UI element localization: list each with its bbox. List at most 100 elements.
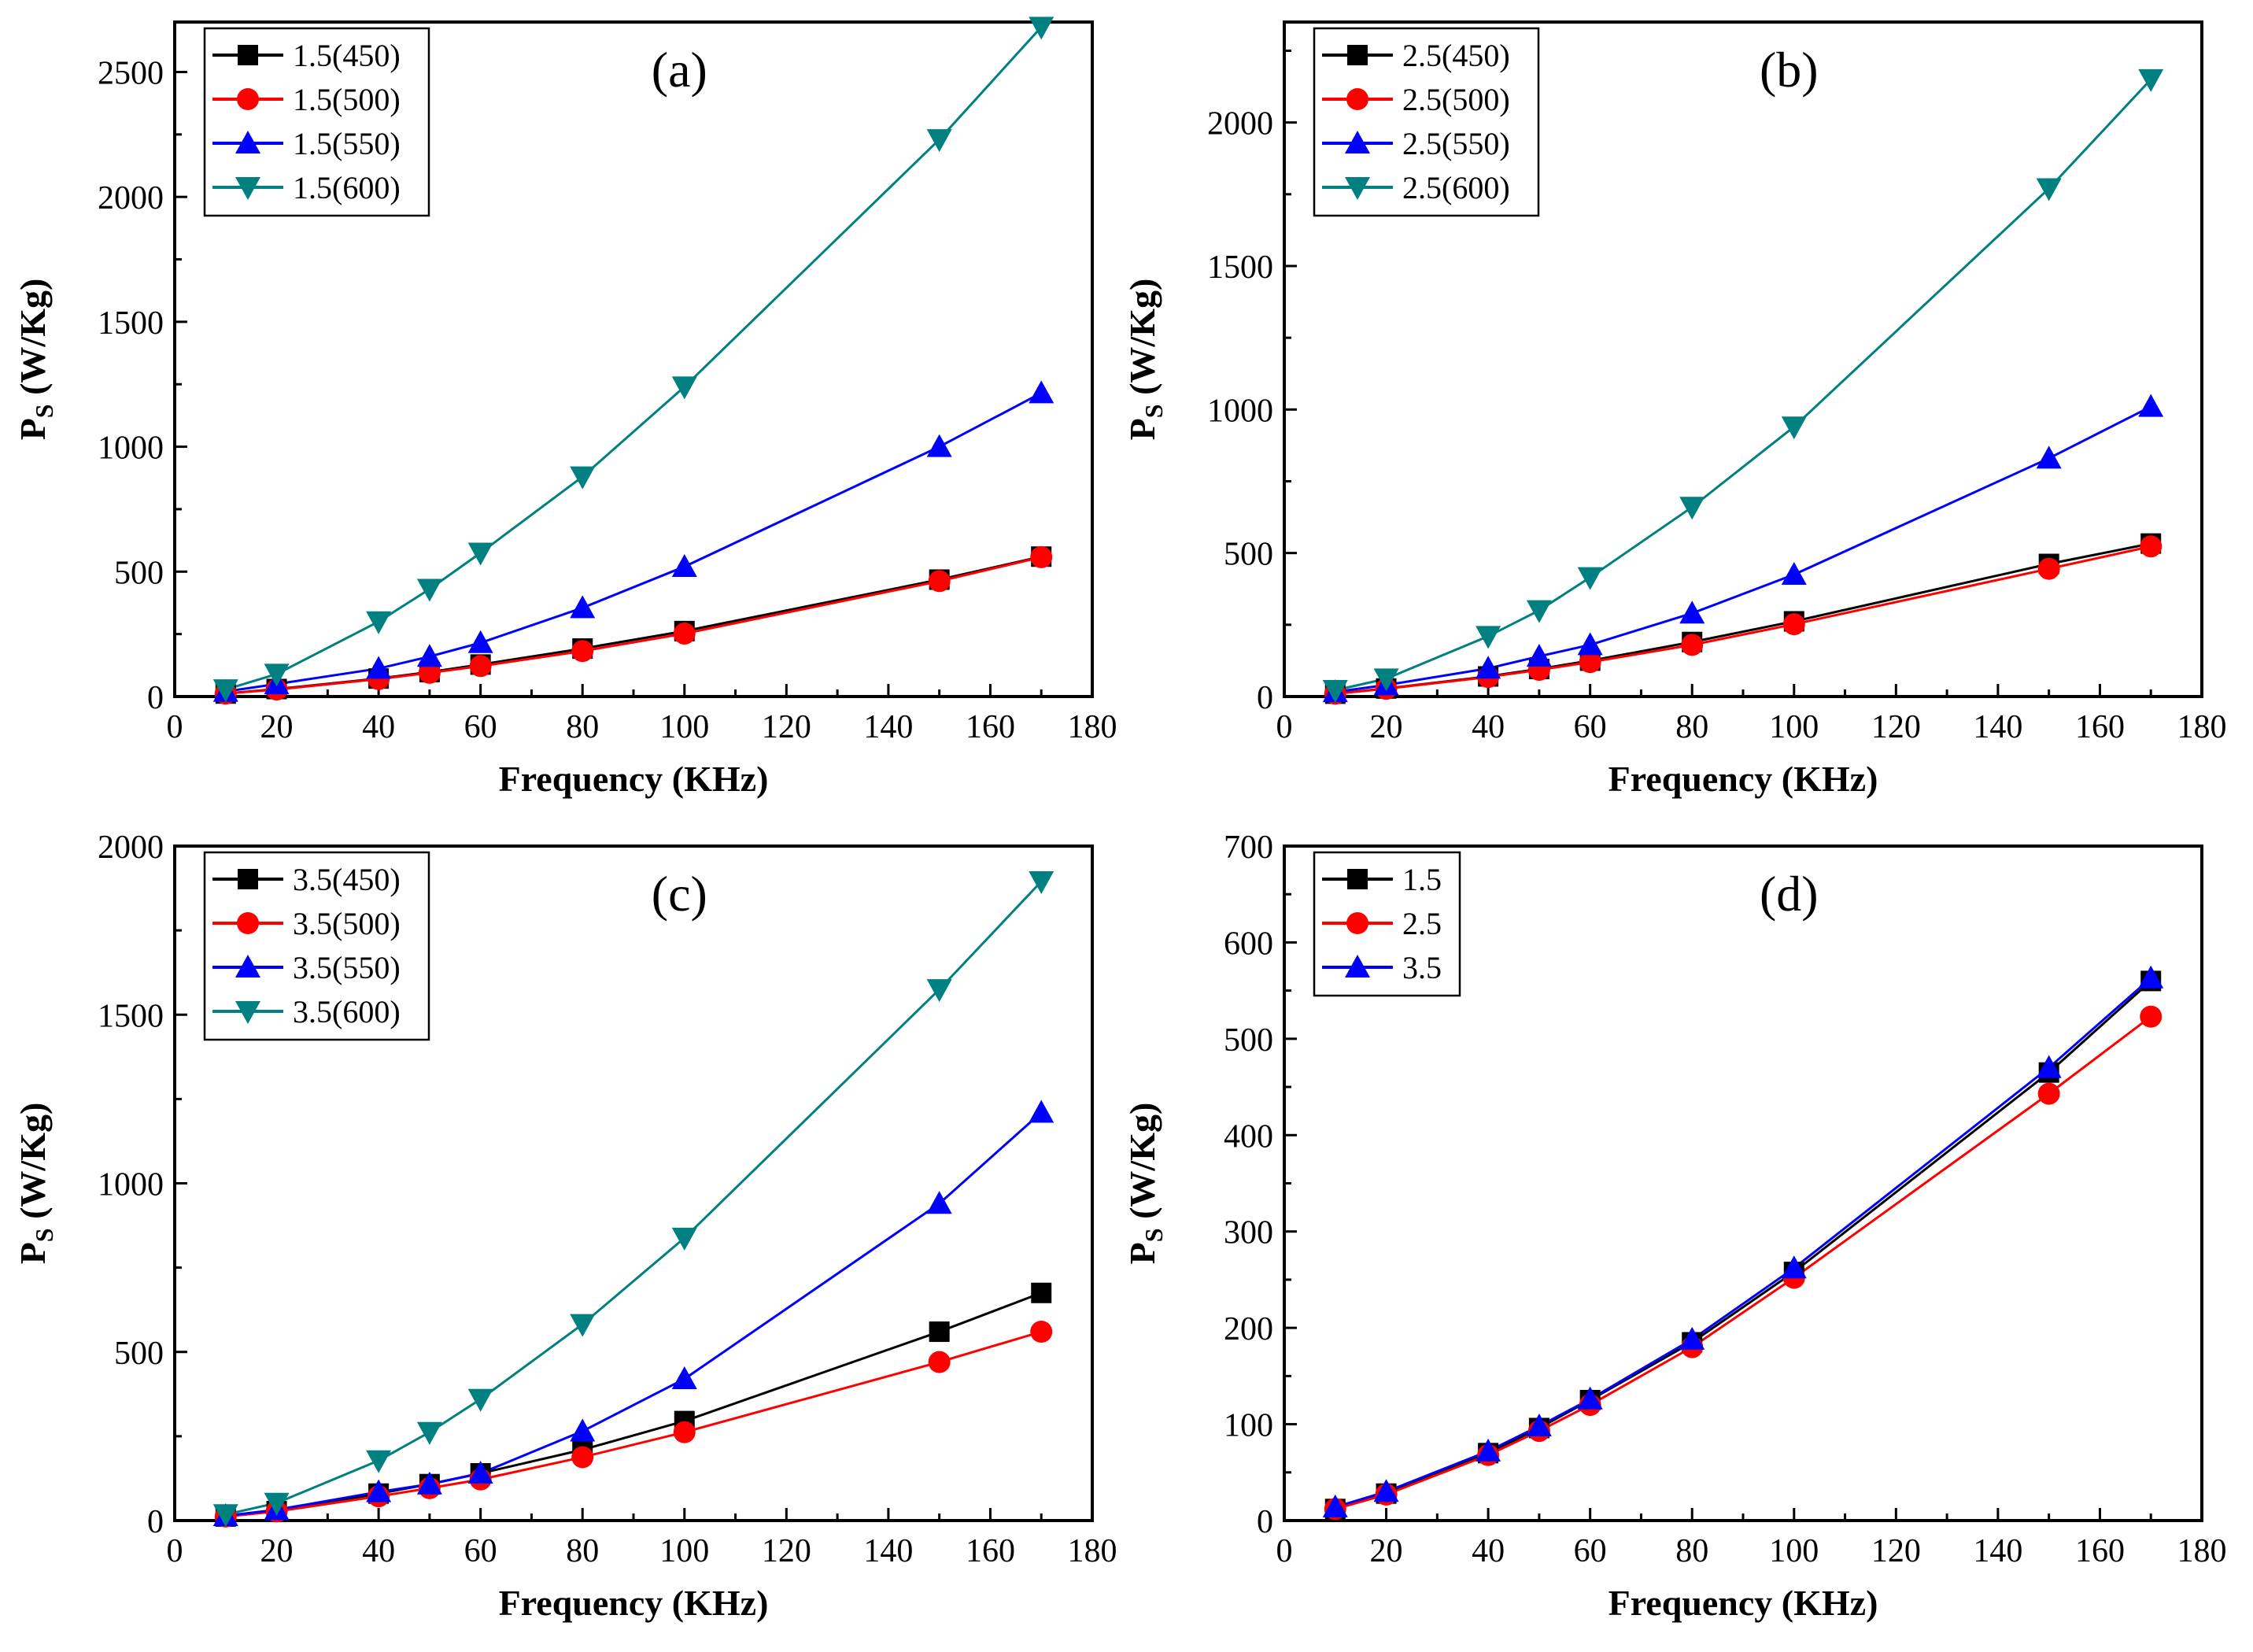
data-point	[926, 434, 952, 457]
y-tick-label: 1500	[98, 305, 164, 342]
x-tick-label: 80	[1675, 709, 1708, 745]
y-tick-label: 700	[1224, 830, 1273, 866]
legend-marker	[237, 88, 259, 110]
data-point	[673, 623, 696, 645]
data-point	[1476, 656, 1501, 679]
series-line	[225, 1330, 1042, 1518]
data-point	[1373, 668, 1399, 692]
x-tick-label: 40	[1472, 1533, 1505, 1569]
data-point	[469, 655, 492, 678]
legend-entry: 3.5(500)	[293, 906, 401, 941]
data-point	[928, 570, 951, 593]
data-point	[2036, 1055, 2062, 1078]
y-tick-label: 2000	[98, 180, 164, 216]
data-point	[366, 611, 392, 634]
x-tick-label: 120	[1871, 709, 1921, 745]
data-point	[1030, 1321, 1053, 1343]
legend-marker	[235, 177, 260, 200]
data-point	[671, 1366, 697, 1390]
x-tick-label: 140	[863, 1533, 913, 1569]
x-tick-label: 120	[1871, 1533, 1921, 1569]
legend-entry: 2.5(600)	[1402, 170, 1510, 205]
legend-entry: 1.5	[1402, 862, 1442, 897]
x-tick-label: 60	[464, 1533, 497, 1569]
data-point	[2138, 394, 2164, 417]
legend-entry: 2.5(550)	[1402, 126, 1510, 161]
x-axis-label: Frequency (KHz)	[499, 1583, 769, 1623]
x-axis-label: Frequency (KHz)	[499, 759, 769, 799]
y-tick-label: 300	[1224, 1215, 1273, 1251]
x-tick-label: 160	[2075, 709, 2125, 745]
legend-entry: 3.5	[1402, 950, 1442, 985]
x-tick-label: 40	[1472, 709, 1505, 745]
data-point	[2036, 178, 2062, 201]
x-tick-label: 160	[966, 709, 1015, 745]
x-tick-label: 0	[1276, 709, 1293, 745]
legend-marker	[1346, 88, 1368, 110]
y-tick-label: 200	[1224, 1311, 1273, 1347]
y-tick-label: 500	[114, 555, 164, 591]
legend-marker	[1347, 869, 1368, 889]
y-tick-label: 100	[1224, 1408, 1273, 1444]
data-point	[1031, 1282, 1052, 1303]
data-point	[926, 979, 952, 1003]
legend-marker	[1346, 912, 1368, 934]
y-axis-label: PS (W/Kg)	[1122, 279, 1168, 441]
data-point	[1781, 416, 1807, 440]
y-tick-label: 0	[1257, 680, 1273, 716]
data-point	[1781, 562, 1807, 586]
x-tick-label: 160	[2075, 1533, 2125, 1569]
legend-entry: 1.5(550)	[293, 126, 401, 161]
x-tick-label: 140	[863, 709, 913, 745]
x-tick-label: 140	[1973, 709, 2022, 745]
data-point	[2036, 445, 2062, 469]
legend-marker	[235, 1001, 260, 1024]
data-point	[1679, 497, 1705, 520]
data-point	[1029, 17, 1054, 40]
x-tick-label: 180	[2177, 1533, 2227, 1569]
legend-marker	[237, 912, 259, 934]
x-tick-label: 120	[762, 709, 811, 745]
data-point	[1679, 1326, 1705, 1350]
data-point	[571, 640, 594, 663]
x-axis-label: Frequency (KHz)	[1608, 1583, 1878, 1623]
data-point	[1030, 545, 1053, 568]
data-point	[366, 1479, 392, 1502]
data-point	[929, 1321, 950, 1343]
data-point	[1526, 600, 1552, 623]
x-tick-label: 20	[260, 1533, 294, 1569]
legend-marker	[238, 869, 258, 889]
data-point	[1577, 567, 1603, 590]
data-point	[2138, 965, 2164, 989]
data-point	[926, 1191, 952, 1214]
data-point	[1029, 1099, 1054, 1123]
data-point	[570, 1418, 596, 1442]
x-tick-label: 60	[464, 709, 497, 745]
panel-b: 0 20 40 60 80 100 120 140 160 180 0 500 1000 1500 2000…	[1122, 20, 2227, 799]
x-tick-label: 100	[1769, 709, 1819, 745]
data-point	[1681, 634, 1704, 656]
series-line	[1335, 1015, 2152, 1510]
data-point	[264, 663, 290, 687]
legend-entry: 2.5	[1402, 906, 1442, 941]
data-point	[2138, 68, 2164, 92]
series-line	[225, 392, 1042, 693]
legend-entry: 3.5(450)	[293, 862, 401, 897]
y-tick-label: 1000	[1207, 393, 1273, 429]
legend-entry: 1.5(600)	[293, 170, 401, 205]
panel-label: (b)	[1760, 42, 1819, 98]
data-point	[1029, 380, 1054, 404]
data-point	[1579, 651, 1601, 674]
data-point	[1322, 1494, 1348, 1517]
data-point	[416, 1421, 442, 1445]
x-tick-label: 0	[1276, 1533, 1293, 1569]
x-tick-label: 20	[1370, 709, 1403, 745]
x-tick-label: 40	[362, 709, 395, 745]
data-point	[416, 578, 442, 602]
y-tick-label: 500	[1224, 1022, 1273, 1059]
x-tick-label: 80	[1675, 1533, 1708, 1569]
data-point	[671, 376, 697, 400]
panel-label: (a)	[652, 42, 707, 98]
x-tick-label: 140	[1973, 1533, 2022, 1569]
